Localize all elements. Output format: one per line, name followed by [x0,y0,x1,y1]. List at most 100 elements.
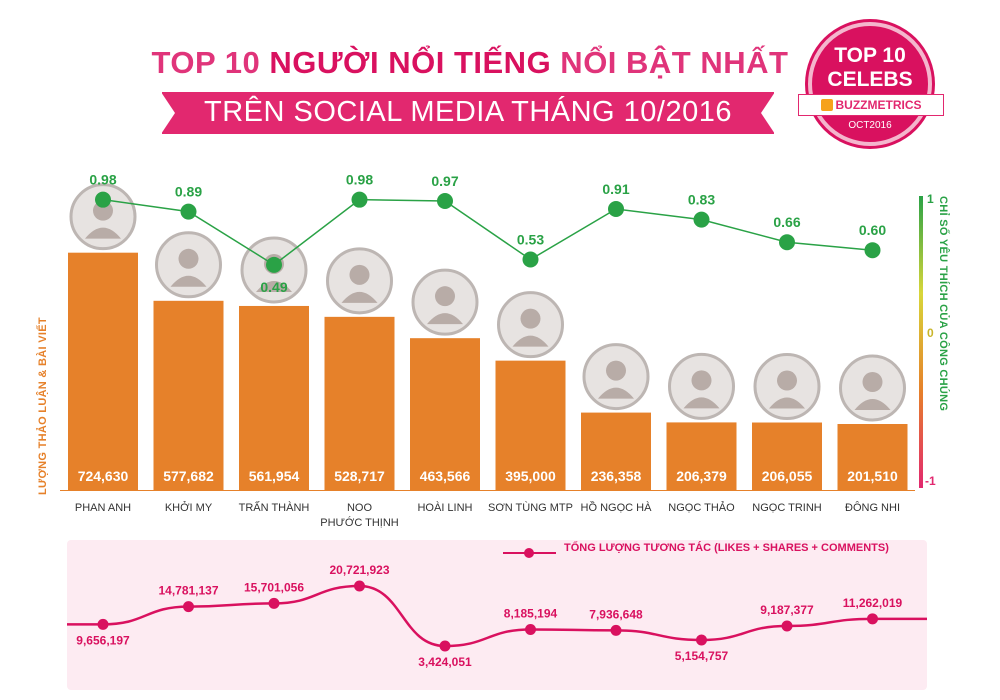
love-index-label: 0.89 [175,184,202,200]
avatar-head-icon [606,360,626,381]
love-index-label: 0.66 [773,214,800,230]
interactions-label: 8,185,194 [504,606,558,620]
category-label: ĐÔNG NHI [845,501,900,514]
avatar-head-icon [777,370,797,391]
badge-line1: TOP 10 [834,44,906,67]
interactions-label: 7,936,648 [589,607,643,621]
avatar-body-icon [683,397,720,409]
bar [68,252,138,490]
interactions-point [696,634,707,646]
title-prefix: TOP 10 [151,45,270,80]
category-label: PHAN ANH [75,502,131,514]
chart-subtitle: TRÊN SOCIAL MEDIA THÁNG 10/2016 [203,96,732,128]
love-index-point [437,192,453,209]
bar-value-label: 201,510 [847,468,898,484]
love-index-label: 0.49 [260,279,287,295]
interactions-point [268,597,280,609]
bar-value-label: 528,717 [334,468,385,484]
avatar-head-icon [691,370,712,391]
avatar-body-icon [854,399,891,411]
avatar-body-icon [427,313,463,325]
interactions-point [781,620,793,632]
bar-value-label: 561,954 [249,468,300,484]
chart-title: TOP 10 NGƯỜI NỔI TIẾNG NỔI BẬT NHẤT [150,45,790,81]
interactions-label: 14,781,137 [158,584,218,598]
avatar-body-icon [256,280,292,292]
legend-label: TỔNG LƯỢNG TƯƠNG TÁC (LIKES + SHARES + C… [564,542,889,554]
bar [581,412,651,490]
avatar-head-icon [178,248,199,269]
avatar-head-icon [435,286,455,307]
legend-dot-icon [524,548,534,558]
interactions-line [67,584,927,648]
bar-value-label: 724,630 [78,468,129,484]
category-label: SƠN TÙNG MTP [488,501,573,514]
interactions-label: 5,154,757 [675,649,729,663]
buzzmetrics-logo: BUZZMETRICS [798,94,944,116]
top10-badge: TOP 10 CELEBS BUZZMETRICS OCT2016 [798,22,944,146]
love-index-point [180,203,197,220]
love-index-point [522,251,539,268]
bar-value-label: 206,379 [676,468,727,484]
love-index-label: 0.53 [517,232,544,248]
avatar-body-icon [512,335,549,347]
interactions-point [97,618,109,630]
category-label: NGỌC THẢO [668,501,735,514]
interactions-panel [67,540,927,690]
bar [410,338,480,490]
right-axis-tick-top: 1 [927,192,934,206]
interactions-point [525,623,536,635]
avatar-body-icon [170,275,207,287]
love-index-label: 0.60 [859,222,886,238]
interactions-point [354,580,365,592]
interactions-point [867,613,878,625]
category-label: HỒ NGỌC HÀ [581,501,653,514]
love-index-label: 0.98 [89,172,116,188]
love-index-point [864,242,881,259]
bar [153,300,224,490]
bar-value-label: 577,682 [163,468,214,484]
bar [495,360,566,490]
category-label: NOO [347,502,373,514]
love-index-label: 0.97 [431,173,458,189]
right-axis-tick-bottom: -1 [925,474,936,488]
interactions-label: 20,721,923 [329,563,389,577]
interactions-label: 15,701,056 [244,580,304,594]
avatar-body-icon [85,227,121,239]
avatar-head-icon [862,372,883,393]
bar [752,422,822,490]
category-label: TRẤN THÀNH [239,501,310,514]
bar-value-label: 395,000 [505,468,556,484]
interactions-label: 9,187,377 [760,603,814,617]
love-index-label: 0.91 [602,181,629,197]
avatar-body-icon [598,387,634,399]
love-index-line [102,198,873,266]
avatar-head-icon [349,264,370,285]
bar-value-label: 206,055 [762,468,813,484]
right-axis-scale [919,196,923,488]
love-index-point [779,234,795,251]
love-index-point [351,191,368,208]
subtitle-ribbon [161,92,775,134]
badge-brand: BUZZMETRICS [835,98,922,112]
title-bold: NGƯỜI NỔI TIẾNG [269,45,552,80]
bar [239,305,309,490]
buzzmetrics-icon [820,99,833,111]
interactions-point [610,624,622,636]
badge-line2: CELEBS [827,68,913,91]
interactions-point [439,640,451,652]
interactions-label: 3,424,051 [418,655,472,669]
bar [666,422,737,490]
bar [324,316,395,490]
category-label: HOÀI LINH [417,501,472,514]
interactions-point [183,601,194,613]
love-index-label: 0.83 [688,192,715,208]
category-label: PHƯỚC THỊNH [320,516,399,529]
love-index-point [608,200,624,217]
avatar-head-icon [520,308,541,329]
title-suffix: NỔI BẬT NHẤT [551,45,789,80]
love-index-point [95,191,111,208]
category-label: NGỌC TRINH [752,502,822,514]
